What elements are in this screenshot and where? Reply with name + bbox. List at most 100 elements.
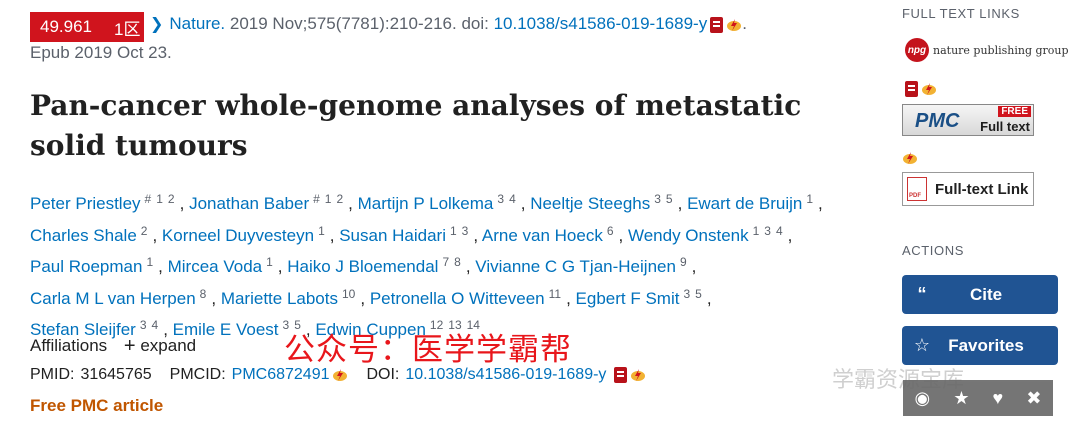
author-name-link[interactable]: Ewart de Bruijn — [687, 194, 803, 213]
heart-icon[interactable]: ♥ — [992, 387, 1004, 408]
lightning-icon[interactable] — [902, 151, 918, 165]
author-name-link[interactable]: Korneel Duyvesteyn — [161, 225, 315, 245]
affiliation-numbers[interactable]: 9 — [680, 255, 692, 269]
author-name-link[interactable]: Haiko J Bloemendal — [287, 257, 439, 276]
affiliation-numbers[interactable]: #1 2 — [313, 192, 348, 206]
lightning-icon[interactable] — [332, 368, 348, 382]
author-name-link[interactable]: Egbert F Smit — [575, 288, 680, 308]
affiliation-ref[interactable]: 3 — [683, 286, 691, 301]
journal-link[interactable]: Nature. — [169, 14, 226, 33]
doi-link[interactable]: 10.1038/s41586-019-1689-y — [405, 366, 607, 383]
affiliation-ref[interactable]: 6 — [606, 223, 614, 238]
affiliation-ref[interactable]: 9 — [679, 255, 687, 269]
author-name-link[interactable]: Mariette Labots — [220, 288, 338, 308]
affiliation-numbers[interactable]: 6 — [607, 224, 619, 238]
affiliation-ref[interactable]: 1 — [146, 255, 154, 269]
pmc-full-text-button[interactable]: PMC FREE Full text — [902, 104, 1034, 136]
affiliation-ref[interactable]: 4 — [509, 192, 516, 206]
lightning-icon[interactable] — [726, 18, 742, 32]
affiliation-ref[interactable]: 2 — [336, 192, 344, 206]
author-name-link[interactable]: Peter Priestley — [30, 194, 141, 213]
affiliation-ref[interactable]: 3 — [139, 318, 147, 332]
affiliation-ref[interactable]: 1 — [324, 192, 332, 206]
affiliation-numbers[interactable]: 2 — [141, 224, 153, 238]
affiliation-ref[interactable]: 1 — [752, 223, 760, 238]
affiliation-ref[interactable]: 10 — [342, 286, 356, 301]
author-name-link[interactable]: Jonathan Baber — [189, 194, 310, 213]
affiliation-ref[interactable]: 1 — [449, 223, 457, 238]
affiliation-ref[interactable]: 1 — [318, 223, 325, 238]
affiliation-ref[interactable]: 5 — [665, 192, 673, 206]
affiliation-ref[interactable]: 2 — [140, 223, 148, 238]
author-name-link[interactable]: Charles Shale — [30, 225, 137, 245]
affiliation-ref[interactable]: # — [313, 192, 320, 206]
affiliation-ref[interactable]: 8 — [199, 286, 207, 301]
author-name-link[interactable]: Edwin Cuppen — [315, 320, 426, 339]
author-name-link[interactable]: Neeltje Steeghs — [530, 194, 651, 213]
affiliation-numbers[interactable]: 11 — [549, 287, 566, 301]
document-icon[interactable] — [614, 366, 628, 383]
author-name-link[interactable]: Martijn P Lolkema — [357, 194, 494, 213]
author-name-link[interactable]: Paul Roepman — [30, 257, 143, 276]
author-name-link[interactable]: Arne van Hoeck — [481, 225, 603, 245]
author-name-link[interactable]: Wendy Onstenk — [627, 225, 749, 245]
author-name-link[interactable]: Petronella O Witteveen — [369, 288, 545, 308]
affiliation-numbers[interactable]: 10 — [342, 287, 360, 301]
eye-icon[interactable]: ◉ — [914, 387, 931, 408]
affiliation-ref[interactable]: 3 — [282, 318, 290, 332]
affiliation-numbers[interactable]: 1 — [806, 192, 818, 206]
affiliation-ref[interactable]: 4 — [151, 318, 159, 332]
document-icon[interactable] — [905, 80, 918, 97]
affiliation-numbers[interactable]: 12 13 14 — [430, 318, 485, 332]
npg-publisher-link[interactable]: npg nature publishing group — [905, 38, 1069, 62]
affiliation-ref[interactable]: 5 — [695, 286, 702, 301]
affiliation-ref[interactable]: 14 — [466, 318, 480, 332]
favorites-button[interactable]: ☆ Favorites — [902, 326, 1058, 365]
affiliation-numbers[interactable]: #1 2 — [145, 192, 180, 206]
affiliation-ref[interactable]: 4 — [775, 223, 783, 238]
author-name-link[interactable]: Susan Haidari — [339, 225, 446, 245]
affiliation-numbers[interactable]: 1 — [266, 255, 278, 269]
trash-icon[interactable]: ✖ — [1026, 387, 1042, 408]
affiliation-ref[interactable]: 13 — [448, 318, 462, 332]
cite-button[interactable]: “ Cite — [902, 275, 1058, 314]
pin-icon[interactable]: ★ — [953, 387, 970, 408]
affiliation-ref[interactable]: 1 — [266, 255, 273, 269]
affiliation-ref[interactable]: 3 — [654, 192, 661, 206]
affiliation-numbers[interactable]: 8 — [200, 287, 212, 301]
lightning-icon[interactable] — [630, 368, 646, 382]
affiliation-ref[interactable]: 3 — [497, 192, 505, 206]
document-icon[interactable] — [710, 16, 724, 33]
author-name-link[interactable]: Vivianne C G Tjan-Heijnen — [475, 257, 676, 276]
pmcid-link[interactable]: PMC6872491 — [231, 366, 330, 383]
affiliation-ref[interactable]: 2 — [167, 192, 175, 206]
affiliation-numbers[interactable]: 1 — [146, 255, 158, 269]
affiliation-ref[interactable]: # — [144, 192, 152, 206]
author-name-link[interactable]: Emile E Voest — [172, 320, 279, 339]
affiliation-ref[interactable]: 8 — [454, 255, 461, 269]
affiliation-ref[interactable]: 12 — [429, 318, 444, 332]
author-name-link[interactable]: Mircea Voda — [167, 257, 263, 276]
expand-toggle[interactable]: + expand — [112, 335, 196, 357]
affiliation-ref[interactable]: 1 — [156, 192, 163, 206]
author-name-link[interactable]: Carla M L van Herpen — [30, 288, 196, 308]
full-text-link-button[interactable]: Full-text Link — [902, 172, 1034, 206]
affiliation-ref[interactable]: 3 — [461, 223, 469, 238]
affiliation-ref[interactable]: 5 — [294, 318, 301, 332]
author-name-link[interactable]: Stefan Sleijfer — [30, 320, 136, 339]
lightning-icon[interactable] — [921, 82, 937, 96]
doi-header-link[interactable]: 10.1038/s41586-019-1689-y — [493, 14, 708, 33]
free-pmc-article-link[interactable]: Free PMC article — [30, 396, 164, 415]
affiliation-ref[interactable]: 11 — [548, 286, 562, 301]
affiliation-ref[interactable]: 1 — [806, 192, 814, 206]
affiliation-ref[interactable]: 7 — [442, 255, 450, 269]
affiliation-ref[interactable]: 3 — [764, 223, 771, 238]
